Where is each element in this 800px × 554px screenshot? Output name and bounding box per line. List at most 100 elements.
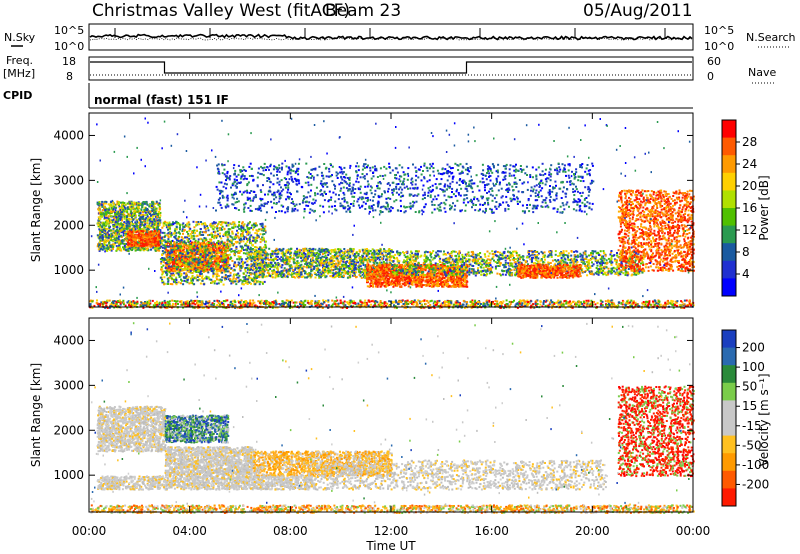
cpid-panel: CPID normal (fast) 151 IF [3, 83, 693, 108]
heat-cell [106, 228, 108, 230]
heat-cell [115, 221, 117, 223]
heat-cell [98, 209, 100, 211]
heat-cell [111, 208, 113, 210]
heat-cell [142, 216, 144, 218]
freq-panel: Freq. [MHz] 18 8 60 0 Nave [3, 54, 776, 83]
heat-cell [105, 236, 107, 238]
freq-tick-top: 18 [62, 55, 76, 68]
heat-cell [125, 249, 127, 251]
heat-cell [107, 212, 109, 214]
heat-cell [108, 227, 110, 229]
heat-cell [104, 244, 106, 246]
heat-cell [134, 226, 136, 228]
heat-cell [149, 213, 151, 215]
heat-cell [134, 213, 136, 215]
heat-cell [105, 209, 107, 211]
heat-cell [113, 228, 115, 230]
heat-cell [150, 227, 152, 229]
nsky-trace [90, 28, 692, 40]
heat-cell [117, 219, 119, 221]
nave-label: Nave [748, 66, 776, 79]
heat-cell [142, 211, 144, 213]
nsearch-label: N.Search [746, 31, 796, 44]
heat-cell [108, 242, 110, 244]
heat-cell [131, 208, 133, 210]
heat-cell [99, 207, 101, 209]
heat-cell [110, 230, 112, 232]
heat-cell [119, 246, 121, 248]
date-label: 05/Aug/2011 [583, 1, 693, 21]
heat-cell [127, 208, 129, 210]
heat-cell [120, 202, 122, 204]
heat-cell [132, 204, 134, 206]
heat-cell [146, 248, 148, 250]
heat-cell [139, 249, 141, 251]
heat-cell [116, 238, 118, 240]
heat-cell [105, 234, 107, 236]
heat-cell [108, 203, 110, 205]
heat-cell [105, 223, 107, 225]
nsky-tick-top: 10^5 [54, 24, 84, 37]
heat-cell [102, 212, 104, 214]
heat-cell [103, 226, 105, 228]
heat-cell [129, 203, 131, 205]
nsky-tick-bottom: 10^0 [54, 40, 84, 53]
radar-plot: Christmas Valley West (fitACF) Beam 23 0… [0, 0, 800, 554]
heat-cell [124, 218, 126, 220]
nsearch-tick-bottom: 10^0 [704, 40, 734, 53]
heat-cell [111, 215, 113, 217]
heat-cell [118, 215, 120, 217]
heat-cell [112, 230, 114, 232]
heat-cell [134, 216, 136, 218]
heat-cell [157, 249, 159, 251]
nsearch-tick-top: 10^5 [704, 24, 734, 37]
heat-cell [159, 219, 161, 221]
heat-cell [150, 249, 152, 251]
heat-cell [140, 214, 142, 216]
heat-cell [153, 212, 155, 214]
heat-cell [113, 217, 115, 219]
heat-cell [129, 227, 131, 229]
nave-tick-top: 60 [707, 55, 721, 68]
heat-cell [117, 212, 119, 214]
heat-cell [113, 225, 115, 227]
freq-tick-bottom: 8 [66, 70, 73, 83]
heat-cell [132, 223, 134, 225]
heat-cell [104, 207, 106, 209]
heat-cell [115, 216, 117, 218]
heat-cell [143, 227, 145, 229]
beam-label: Beam 23 [325, 1, 401, 21]
cpid-label: CPID [3, 89, 32, 102]
heat-cell [98, 237, 100, 239]
heat-cell [120, 214, 122, 216]
heat-cell [102, 209, 104, 211]
heat-cell [159, 217, 161, 219]
heat-cell [154, 203, 156, 205]
heat-cell [109, 249, 111, 251]
heat-cell [134, 210, 136, 212]
heat-cell [136, 249, 138, 251]
heat-cell [101, 201, 103, 203]
heat-cell [105, 247, 107, 249]
nave-tick-bottom: 0 [707, 70, 714, 83]
heat-cell [132, 214, 134, 216]
heat-cell [126, 211, 128, 213]
heat-cell [103, 222, 105, 224]
heat-cell [159, 208, 161, 210]
heat-cell [134, 203, 136, 205]
heat-cell [109, 245, 111, 247]
heat-cell [99, 241, 101, 243]
heat-cell [124, 228, 126, 230]
power-panel: 1000200030004000 Slant Range [km] [29, 113, 695, 309]
heat-cell [141, 206, 143, 208]
freq-trace [90, 62, 692, 73]
nsky-panel: N.Sky 10^5 10^0 10^5 10^0 N.Search [4, 24, 796, 53]
station-title: Christmas Valley West (fitACF) [92, 1, 350, 21]
heat-cell [97, 234, 99, 236]
heat-cell [127, 249, 129, 251]
heat-cell [152, 209, 154, 211]
heat-cell [139, 219, 141, 221]
nsky-label: N.Sky [4, 31, 36, 44]
heat-cell [154, 221, 156, 223]
heat-cell [116, 203, 118, 205]
